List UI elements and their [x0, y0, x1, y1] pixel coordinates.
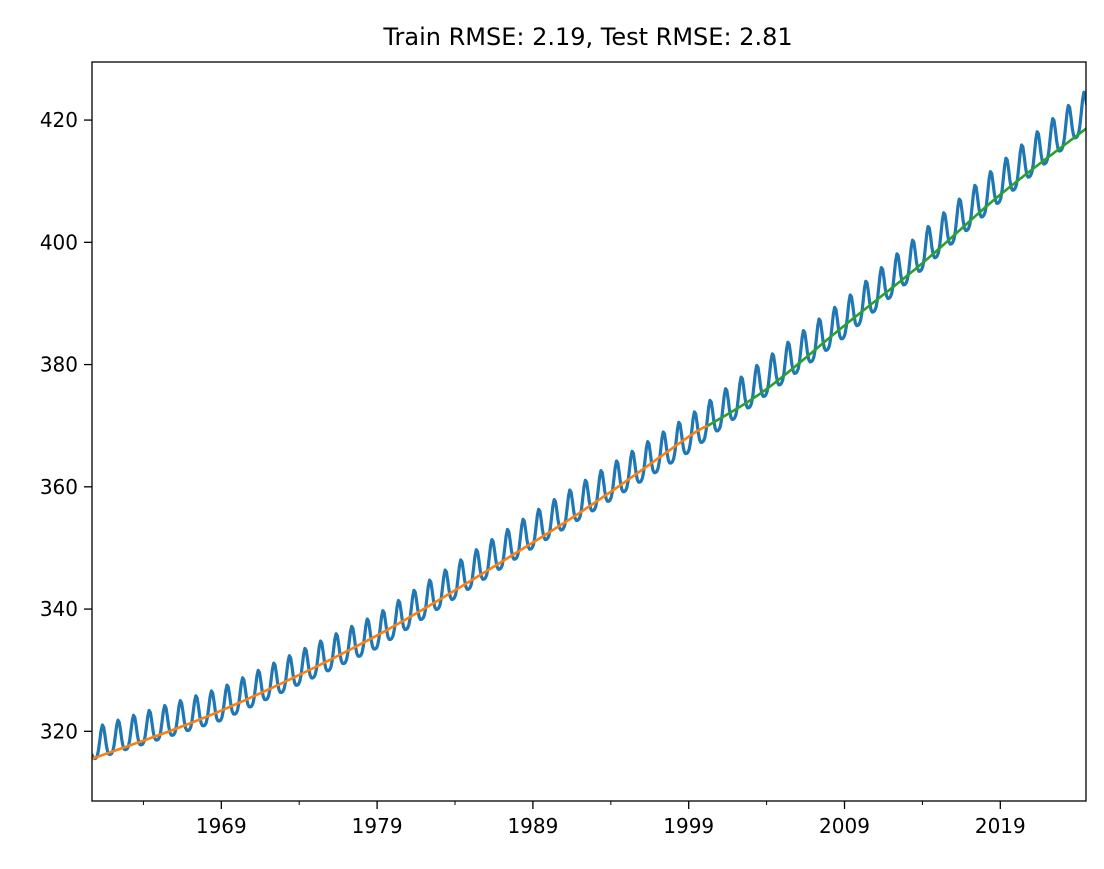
y-tick-label: 340: [40, 597, 78, 621]
plot-area: [91, 61, 1087, 802]
x-axis: 1969 1979 1989 1999 2009 2019: [142, 801, 1026, 838]
x-tick-label: 1969: [196, 814, 247, 838]
y-tick-label: 380: [40, 353, 78, 377]
series-line-test-fit: [707, 127, 1086, 427]
x-tick-label: 1979: [352, 814, 403, 838]
x-tick-label: 2009: [819, 814, 870, 838]
y-axis: 320 340 360 380 400 420: [40, 108, 92, 743]
series-layer: [92, 90, 1086, 761]
x-tick-label: 1989: [507, 814, 558, 838]
y-tick-label: 420: [40, 108, 78, 132]
series-line-observed: [92, 90, 1086, 761]
series-line-train-fit: [92, 423, 711, 761]
x-tick-label: 1999: [663, 814, 714, 838]
y-tick-label: 400: [40, 230, 78, 254]
y-tick-label: 360: [40, 475, 78, 499]
chart-title: Train RMSE: 2.19, Test RMSE: 2.81: [382, 23, 792, 51]
y-tick-label: 320: [40, 719, 78, 743]
plot-frame: [91, 61, 1087, 802]
x-tick-label: 2019: [975, 814, 1026, 838]
